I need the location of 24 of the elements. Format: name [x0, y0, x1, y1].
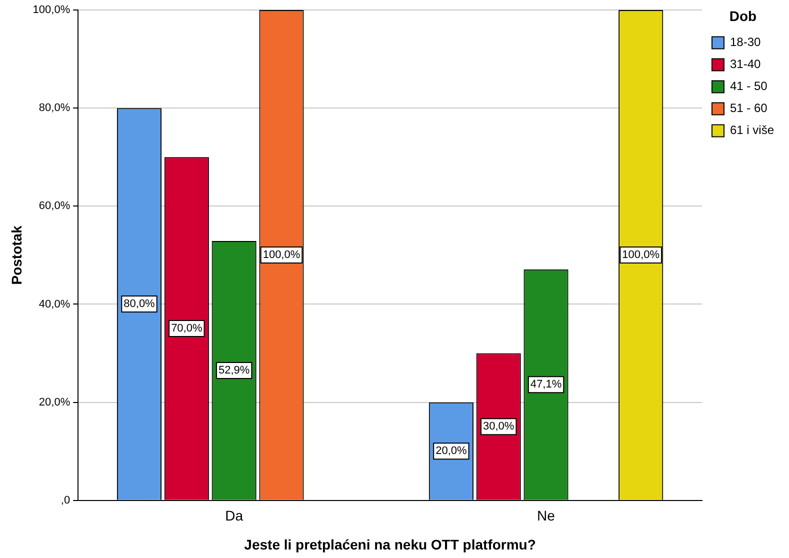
data-label: 20,0%: [436, 445, 467, 458]
data-label: 100,0%: [262, 248, 300, 261]
data-label: 100,0%: [622, 248, 660, 261]
y-axis-title: Postotak: [8, 225, 24, 285]
y-tick-label: 20,0%: [38, 396, 70, 408]
data-label: 80,0%: [124, 298, 156, 310]
data-label: 30,0%: [482, 420, 514, 433]
y-tick-label: 60,0%: [38, 200, 70, 212]
data-label: 70,0%: [171, 322, 202, 335]
x-tick-label: Ne: [537, 508, 556, 524]
legend-label: 61 i više: [730, 123, 774, 138]
data-label: 47,1%: [530, 378, 562, 391]
y-tick-label: 100,0%: [32, 4, 70, 16]
x-axis-title: Jeste li pretplaćeni na neku OTT platformu?: [244, 536, 536, 552]
x-tick-label: Da: [225, 508, 244, 524]
data-label: 52,9%: [218, 364, 250, 376]
y-tick-label: 80,0%: [38, 102, 70, 114]
legend-label: 18-30: [730, 35, 761, 50]
y-tick-label: ,0: [60, 494, 70, 506]
legend-label: 51 - 60: [730, 101, 768, 116]
legend-label: 31-40: [730, 57, 761, 72]
y-tick-label: 40,0%: [38, 298, 70, 310]
legend-label: 41 - 50: [730, 79, 768, 94]
legend-title: Dob: [729, 8, 757, 24]
